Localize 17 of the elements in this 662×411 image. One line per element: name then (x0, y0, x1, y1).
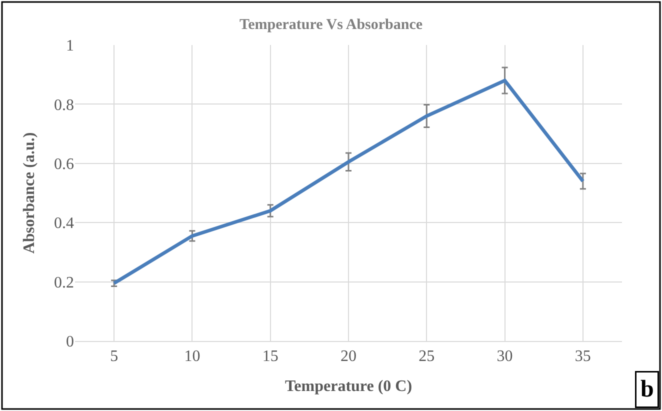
chart-title: Temperature Vs Absorbance (239, 16, 423, 33)
x-tick-label: 5 (110, 348, 118, 366)
x-tick-label: 25 (418, 348, 435, 366)
x-tick-label: 30 (496, 348, 513, 366)
x-tick-label: 15 (262, 348, 278, 366)
x-axis-title: Temperature (0 C) (284, 378, 412, 395)
y-tick-label: 0.4 (54, 215, 74, 232)
y-tick-label: 1 (66, 38, 74, 55)
y-tick-label: 0.2 (54, 274, 74, 292)
y-tick-label: 0.6 (54, 156, 74, 173)
y-tick-label: 0 (66, 334, 74, 351)
x-tick-label: 35 (574, 348, 591, 366)
y-tick-label: 0.8 (54, 96, 74, 114)
text: b (640, 376, 654, 402)
y-axis-title: Absorbance (a.u.) (20, 132, 38, 254)
x-tick-label: 20 (340, 348, 356, 366)
x-tick-label: 10 (184, 348, 200, 366)
